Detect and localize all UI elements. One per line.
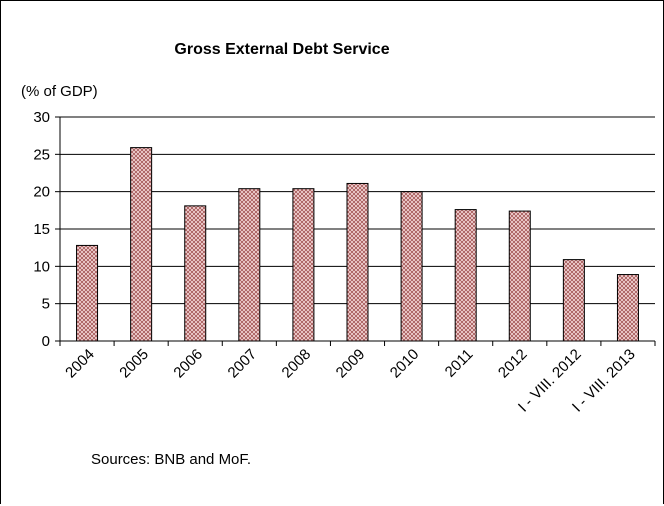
bar bbox=[130, 147, 153, 342]
x-tick-label: 2004 bbox=[62, 346, 98, 382]
x-tick-label: 2005 bbox=[116, 346, 152, 382]
bar bbox=[508, 210, 531, 342]
bar bbox=[184, 205, 207, 342]
bar bbox=[454, 209, 477, 342]
x-tick-label: 2010 bbox=[387, 346, 423, 382]
y-tick-label: 10 bbox=[33, 258, 50, 275]
y-tick-label: 25 bbox=[33, 146, 50, 163]
x-tick-label: 2006 bbox=[170, 346, 206, 382]
y-tick-label: 0 bbox=[42, 333, 50, 350]
y-tick-label: 5 bbox=[42, 296, 50, 313]
y-tick-label: 30 bbox=[33, 109, 50, 126]
bar bbox=[76, 244, 99, 342]
y-tick-label: 15 bbox=[33, 221, 50, 238]
y-axis-label: (% of GDP) bbox=[21, 83, 98, 100]
source-note: Sources: BNB and MoF. bbox=[91, 451, 251, 468]
x-tick-label: 2007 bbox=[225, 346, 261, 382]
chart-title: Gross External Debt Service bbox=[174, 41, 389, 58]
bar bbox=[616, 274, 639, 342]
bar bbox=[238, 188, 261, 342]
x-tick-label: 2009 bbox=[333, 346, 369, 382]
x-tick-label: 2011 bbox=[442, 346, 477, 381]
y-tick-label: 20 bbox=[33, 184, 50, 201]
x-tick-label: 2008 bbox=[279, 346, 315, 382]
bar bbox=[292, 188, 315, 342]
x-tick-label: 2012 bbox=[495, 346, 531, 382]
bar bbox=[400, 191, 423, 342]
bar bbox=[562, 259, 585, 342]
bar bbox=[346, 182, 369, 342]
